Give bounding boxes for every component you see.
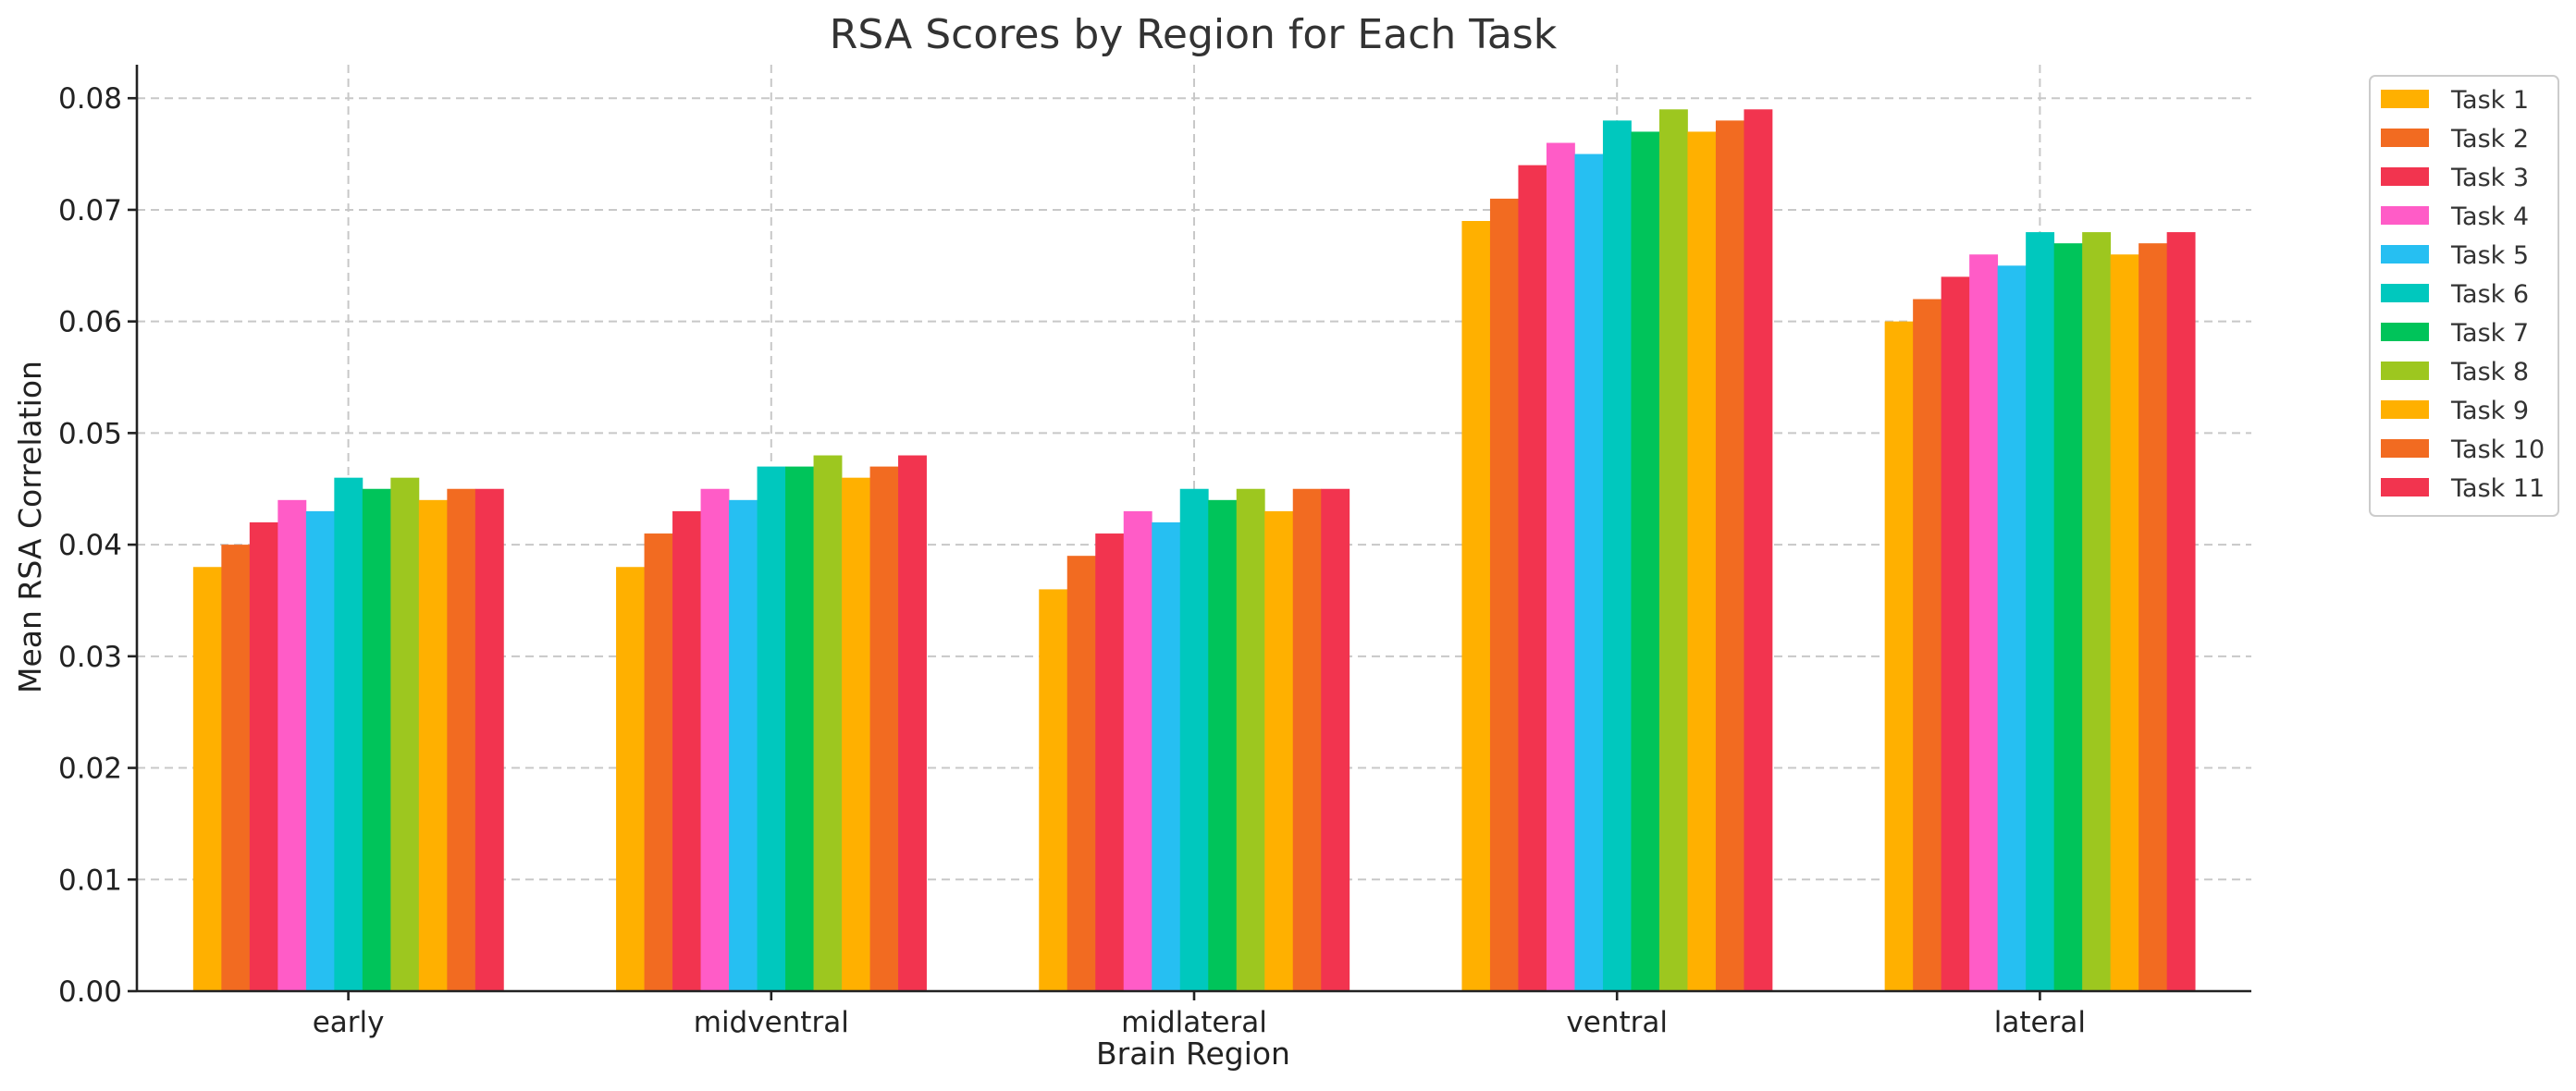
- legend-swatch: [2381, 478, 2429, 496]
- y-tick-label: 0.01: [58, 864, 122, 897]
- x-tick-label: midlateral: [1121, 1006, 1267, 1039]
- bar: [1039, 589, 1068, 991]
- x-tick-label: midventral: [694, 1006, 849, 1039]
- bar: [418, 499, 448, 991]
- bar: [475, 488, 504, 991]
- bar: [1574, 153, 1604, 991]
- bars: [192, 109, 2196, 992]
- bar: [672, 510, 701, 991]
- legend-swatch: [2381, 284, 2429, 302]
- legend-label: Task 11: [2450, 474, 2545, 503]
- bar: [1123, 510, 1152, 991]
- y-tick-label: 0.00: [58, 975, 122, 1009]
- bar: [2110, 254, 2139, 992]
- legend-swatch: [2381, 167, 2429, 186]
- legend-label: Task 6: [2450, 280, 2529, 309]
- bar: [2138, 243, 2168, 991]
- bar: [842, 477, 870, 991]
- legend-swatch: [2381, 245, 2429, 264]
- bar: [1687, 131, 1717, 992]
- bar: [334, 477, 364, 991]
- bar: [1744, 109, 1773, 991]
- bar: [1095, 533, 1125, 991]
- bar: [277, 499, 307, 991]
- bar: [1913, 299, 1942, 991]
- bar: [700, 488, 730, 991]
- bar: [869, 466, 899, 991]
- bar: [1461, 221, 1491, 991]
- legend-label: Task 4: [2450, 202, 2529, 231]
- legend-swatch: [2381, 323, 2429, 341]
- bar: [785, 466, 814, 991]
- y-tick-label: 0.05: [58, 417, 122, 450]
- legend-swatch: [2381, 400, 2429, 419]
- bar: [1489, 198, 1519, 991]
- bar: [1546, 142, 1575, 991]
- bar: [192, 567, 222, 991]
- legend-label: Task 7: [2450, 319, 2529, 348]
- bar: [1152, 521, 1181, 991]
- chart-title: RSA Scores by Region for Each Task: [830, 11, 1558, 58]
- x-tick-label: ventral: [1566, 1006, 1668, 1039]
- bar: [2166, 232, 2196, 991]
- bar: [1236, 488, 1265, 991]
- bar: [898, 455, 927, 991]
- bar: [2053, 243, 2083, 991]
- legend-label: Task 10: [2450, 435, 2545, 464]
- x-tick-label: lateral: [1994, 1006, 2086, 1039]
- bar: [1658, 109, 1688, 991]
- bar: [1179, 488, 1209, 991]
- bar: [1602, 120, 1632, 991]
- bar: [447, 488, 476, 991]
- bar: [1997, 265, 2027, 991]
- bar: [1884, 321, 1914, 991]
- bar: [729, 499, 758, 991]
- bar: [1631, 131, 1660, 992]
- bar: [2026, 232, 2055, 991]
- legend-swatch: [2381, 129, 2429, 147]
- y-tick-label: 0.04: [58, 529, 122, 562]
- bar: [1208, 499, 1238, 991]
- y-axis-label: Mean RSA Correlation: [12, 361, 48, 693]
- x-axis-label: Brain Region: [1096, 1036, 1290, 1072]
- bar: [1715, 120, 1744, 991]
- y-tick-label: 0.07: [58, 194, 122, 227]
- bar: [221, 545, 251, 991]
- bar: [1518, 165, 1547, 991]
- legend-label: Task 9: [2450, 397, 2529, 425]
- bar: [1264, 510, 1294, 991]
- legend-label: Task 8: [2450, 358, 2529, 386]
- y-tick-label: 0.08: [58, 82, 122, 116]
- bar: [1941, 276, 1970, 991]
- bar: [1969, 254, 1999, 992]
- y-tick-label: 0.06: [58, 306, 122, 339]
- legend-label: Task 3: [2450, 164, 2529, 192]
- y-tick-label: 0.03: [58, 641, 122, 674]
- bar: [616, 567, 645, 991]
- x-tick-label: early: [313, 1006, 385, 1039]
- bar: [2082, 232, 2112, 991]
- legend-label: Task 5: [2450, 241, 2529, 270]
- axes: 0.00 0.01 0.02 0.03 0.04 0.05 0.06 0.07 0.08 earl…: [58, 65, 2251, 1039]
- bar: [1321, 488, 1350, 991]
- bar: [1066, 556, 1096, 991]
- bar: [644, 533, 673, 991]
- legend: Task 1 Task 2 Task 3 Task 4 Task 5 Task 6 Task…: [2369, 75, 2559, 517]
- legend-swatch: [2381, 90, 2429, 108]
- legend-swatch: [2381, 206, 2429, 225]
- bar: [362, 488, 391, 991]
- legend-label: Task 1: [2450, 86, 2529, 115]
- legend-swatch: [2381, 439, 2429, 458]
- bar: [390, 477, 420, 991]
- legend-swatch: [2381, 362, 2429, 380]
- bar: [249, 521, 278, 991]
- y-tick-label: 0.02: [58, 753, 122, 786]
- bar: [1292, 488, 1322, 991]
- bar: [813, 455, 843, 991]
- bar: [757, 466, 786, 991]
- legend-label: Task 2: [2450, 125, 2529, 153]
- bar: [305, 510, 335, 991]
